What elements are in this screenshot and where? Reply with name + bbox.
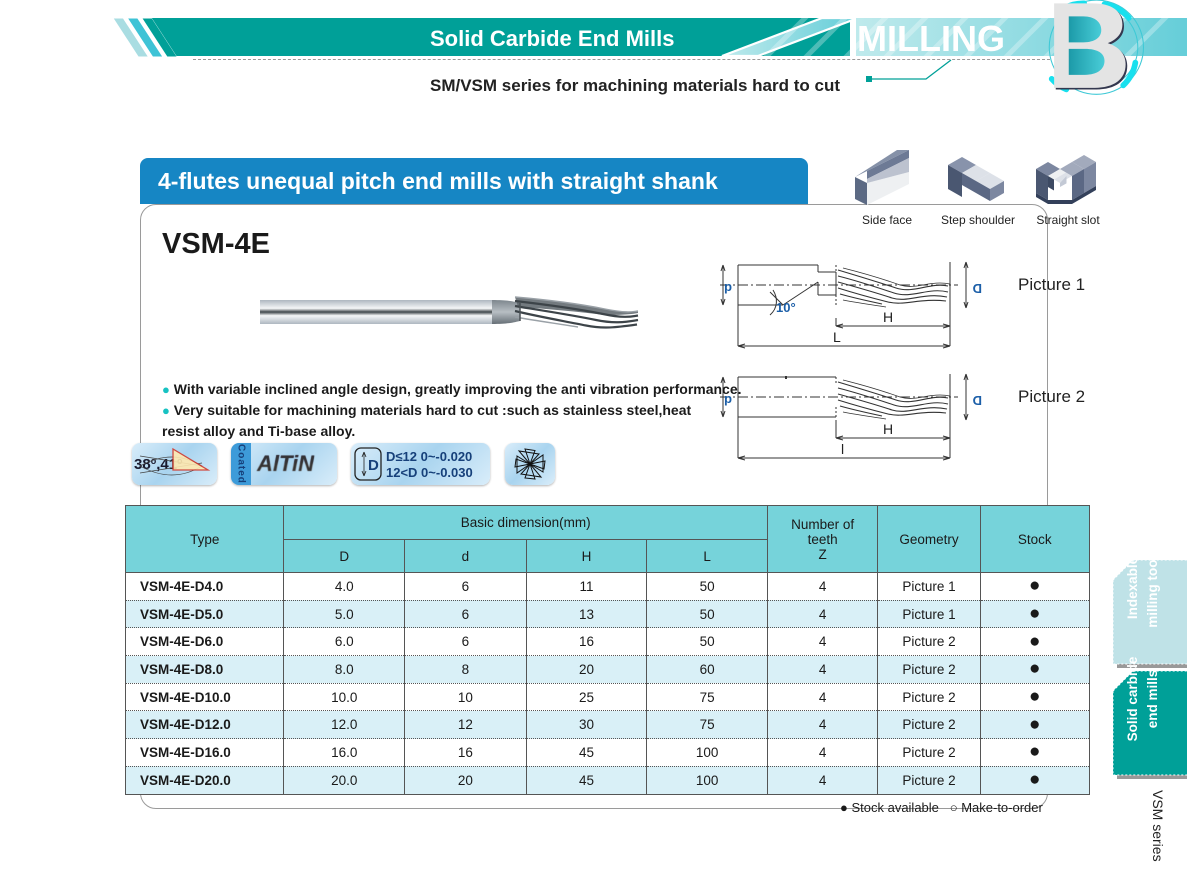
svg-text:D: D bbox=[368, 457, 379, 474]
svg-text:D: D bbox=[973, 281, 982, 296]
svg-text:Solid carbide: Solid carbide bbox=[1125, 656, 1140, 741]
svg-text:milling tools: milling tools bbox=[1145, 548, 1160, 628]
svg-text:L: L bbox=[833, 329, 841, 345]
svg-text:Indexable: Indexable bbox=[1125, 556, 1140, 619]
svg-text:H: H bbox=[883, 421, 893, 437]
svg-text:Picture 2: Picture 2 bbox=[1018, 387, 1085, 406]
svg-text:D: D bbox=[973, 393, 982, 408]
svg-text:12<D 0~-0.030: 12<D 0~-0.030 bbox=[386, 465, 473, 480]
svg-text:10°: 10° bbox=[776, 300, 796, 315]
svg-text:Picture 1: Picture 1 bbox=[1018, 275, 1085, 294]
svg-text:H: H bbox=[883, 309, 893, 325]
svg-text:d: d bbox=[724, 281, 732, 296]
svg-text:D≤12 0~-0.020: D≤12 0~-0.020 bbox=[386, 449, 472, 464]
svg-text:end mills: end mills bbox=[1145, 670, 1160, 729]
svg-text:l: l bbox=[841, 441, 844, 457]
